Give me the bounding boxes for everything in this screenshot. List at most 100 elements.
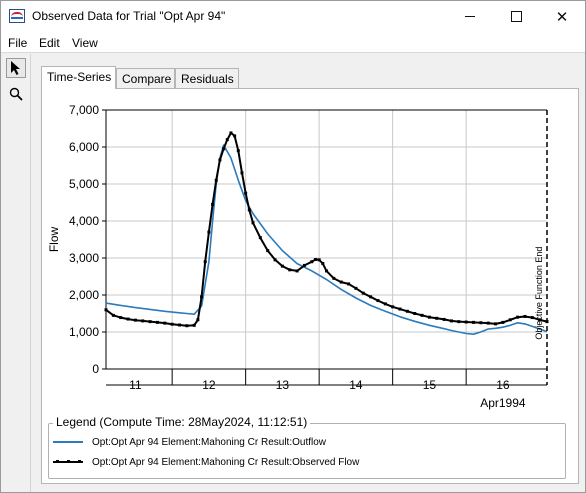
tab-time-series[interactable]: Time-Series [41, 66, 116, 89]
observed-point [211, 202, 215, 206]
observed-point [178, 323, 181, 327]
observed-point [196, 318, 200, 322]
observed-point [310, 260, 314, 264]
observed-point [457, 320, 461, 324]
y-tick-label: 0 [92, 362, 99, 376]
legend-label-observed: Opt:Opt Apr 94 Element:Mahoning Cr Resul… [92, 456, 360, 468]
observed-point [273, 258, 277, 262]
observed-point [391, 305, 395, 309]
observed-point [247, 208, 251, 212]
menu-view[interactable]: View [72, 36, 98, 50]
observed-point [119, 316, 123, 320]
observed-point [347, 282, 351, 286]
menu-bar: File Edit View [1, 32, 585, 53]
tab-compare[interactable]: Compare [116, 68, 175, 88]
observed-point [361, 291, 365, 295]
tool-strip [1, 54, 31, 492]
observed-point [530, 316, 534, 320]
observed-point [295, 269, 299, 273]
observed-point [192, 323, 196, 327]
observed-point [258, 236, 262, 240]
observed-line-swatch [53, 460, 83, 463]
menu-file[interactable]: File [8, 36, 28, 50]
observed-point [313, 257, 317, 261]
legend-label-outflow: Opt:Opt Apr 94 Element:Mahoning Cr Resul… [92, 436, 326, 448]
observed-point [288, 268, 292, 272]
observed-point [325, 269, 328, 273]
observed-point [163, 321, 167, 325]
y-tick-label: 3,000 [69, 251, 99, 265]
maximize-button[interactable] [493, 1, 539, 32]
observed-point [472, 320, 475, 324]
outflow-line-swatch [53, 441, 83, 443]
magnifier-zoom-icon [9, 87, 23, 101]
legend-item-observed: Opt:Opt Apr 94 Element:Mahoning Cr Resul… [52, 454, 359, 470]
observed-point [111, 313, 115, 317]
observed-point [405, 309, 409, 313]
observed-point [203, 260, 207, 264]
observed-point [486, 321, 490, 325]
observed-point [501, 320, 505, 324]
time-series-panel: 0 1,000 2,000 3,000 4,000 5,000 6,000 7,000 11 12… [41, 88, 579, 484]
observed-point [369, 295, 373, 299]
pointer-arrow-icon [11, 61, 20, 75]
minimize-icon [465, 16, 475, 17]
observed-point [420, 313, 424, 317]
menu-edit[interactable]: Edit [39, 36, 60, 50]
pointer-tool-button[interactable] [6, 58, 26, 78]
observed-point [435, 316, 439, 320]
observed-point [236, 149, 240, 153]
legend-item-outflow: Opt:Opt Apr 94 Element:Mahoning Cr Resul… [52, 434, 326, 450]
x-period-label: Apr1994 [480, 396, 526, 410]
observed-point [141, 319, 145, 323]
observed-point [427, 315, 431, 319]
y-axis-label: Flow [47, 227, 61, 253]
observed-point [383, 302, 387, 306]
observed-point [133, 318, 137, 322]
window-title: Observed Data for Trial "Opt Apr 94" [32, 9, 226, 23]
observed-point [207, 230, 211, 234]
observed-point [225, 138, 229, 142]
observed-point [398, 307, 402, 311]
observed-point [155, 320, 159, 324]
legend-title: Legend (Compute Time: 28May2024, 11:12:5… [53, 415, 311, 429]
observed-point [266, 249, 270, 253]
observed-point [516, 315, 520, 319]
tab-residuals[interactable]: Residuals [175, 68, 239, 88]
y-tick-label: 2,000 [69, 288, 99, 302]
observed-point [321, 262, 325, 266]
observed-point [332, 276, 336, 280]
observed-point [449, 319, 453, 323]
observed-point [218, 158, 222, 162]
observed-point [302, 263, 306, 267]
observed-point [233, 134, 237, 138]
observed-point [200, 295, 204, 299]
observed-point [244, 191, 248, 195]
close-button[interactable]: ✕ [539, 1, 585, 32]
observed-point [523, 314, 527, 318]
minimize-button[interactable] [447, 1, 493, 32]
observed-point [280, 264, 284, 268]
observed-point [126, 317, 130, 321]
y-tick-label: 5,000 [69, 177, 99, 191]
objective-end-label: Objective Function End [534, 247, 544, 340]
observed-point [508, 318, 512, 322]
y-tick-label: 4,000 [69, 214, 99, 228]
observed-point [148, 320, 152, 324]
observed-point [413, 312, 417, 315]
observed-point [538, 318, 542, 322]
close-icon: ✕ [555, 7, 569, 26]
observed-point [170, 322, 174, 326]
series-line-outflow [105, 144, 548, 335]
y-tick-label: 7,000 [69, 103, 99, 117]
observed-point [339, 280, 343, 284]
zoom-tool-button[interactable] [6, 84, 26, 104]
hms-app-icon [9, 9, 25, 23]
title-bar[interactable]: Observed Data for Trial "Opt Apr 94" ✕ [1, 1, 585, 32]
observed-point [185, 324, 189, 328]
observed-point [251, 221, 255, 225]
observed-point [354, 286, 358, 290]
y-tick-label: 6,000 [69, 140, 99, 154]
